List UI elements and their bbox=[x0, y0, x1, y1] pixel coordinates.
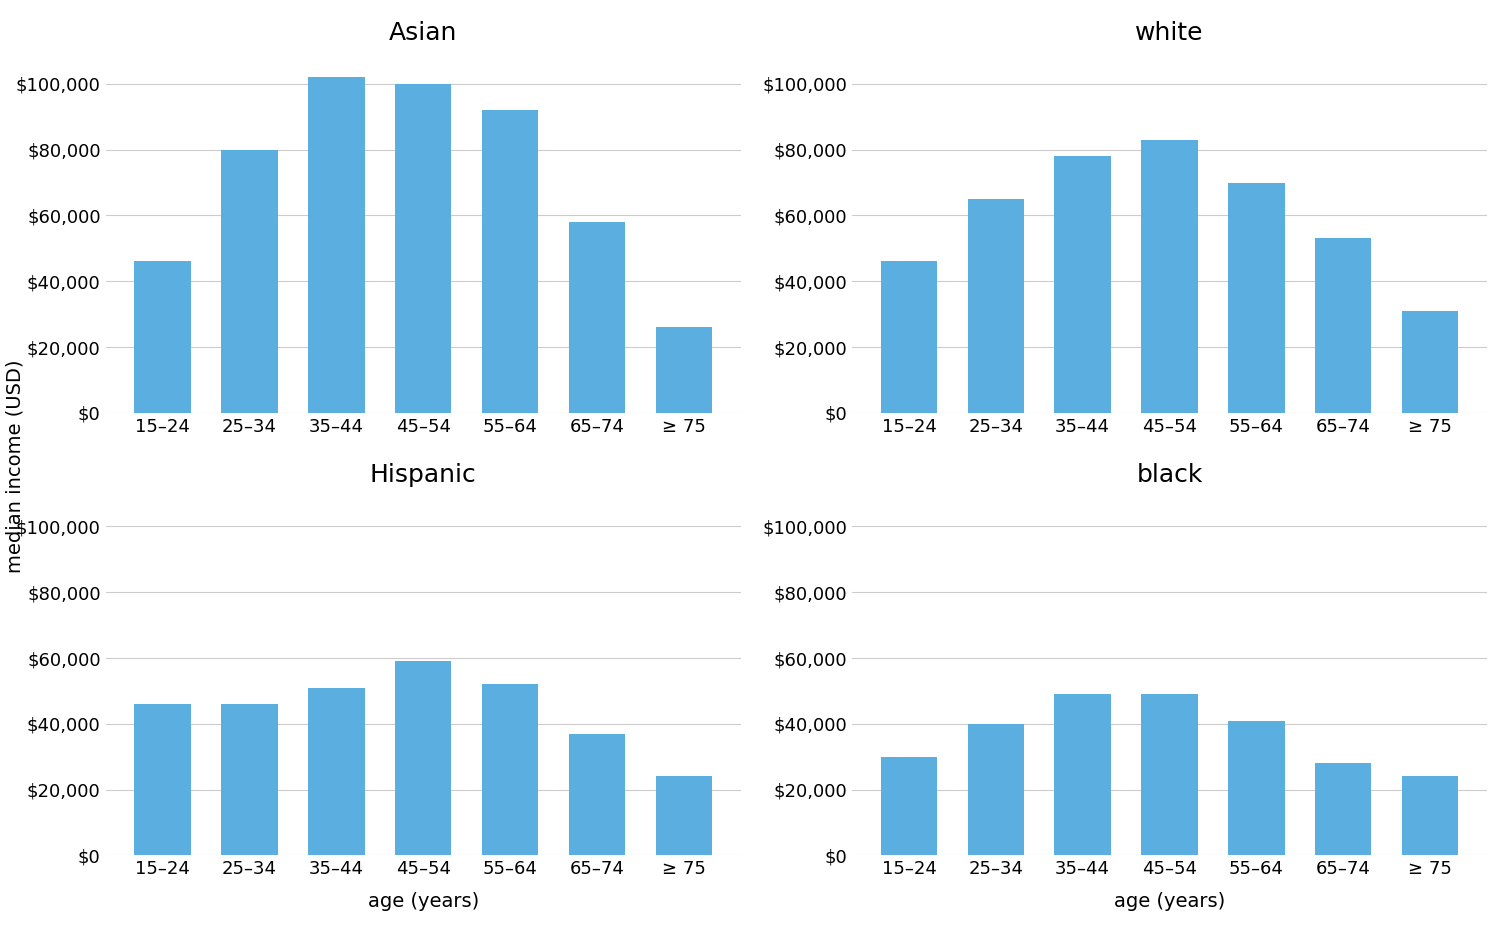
Bar bbox=[483, 684, 538, 856]
Bar bbox=[1054, 694, 1111, 856]
Text: median income (USD): median income (USD) bbox=[6, 359, 24, 573]
Bar bbox=[308, 688, 365, 856]
Bar bbox=[656, 327, 712, 413]
Bar bbox=[1142, 694, 1197, 856]
Bar bbox=[1315, 763, 1371, 856]
Bar bbox=[1315, 239, 1371, 413]
Bar bbox=[1054, 157, 1111, 413]
Bar bbox=[1402, 776, 1458, 856]
Title: black: black bbox=[1137, 463, 1203, 487]
Bar bbox=[569, 733, 626, 856]
Title: Hispanic: Hispanic bbox=[369, 463, 477, 487]
Bar bbox=[222, 704, 277, 856]
Bar bbox=[1228, 183, 1285, 413]
Bar bbox=[881, 262, 936, 413]
X-axis label: age (years): age (years) bbox=[368, 892, 480, 911]
Bar bbox=[881, 757, 936, 856]
X-axis label: age (years): age (years) bbox=[1114, 892, 1224, 911]
Bar bbox=[308, 77, 365, 413]
Bar bbox=[1228, 720, 1285, 856]
Bar bbox=[134, 262, 192, 413]
Bar bbox=[968, 724, 1024, 856]
Bar bbox=[134, 704, 192, 856]
Title: white: white bbox=[1136, 21, 1203, 45]
Bar bbox=[1142, 140, 1197, 413]
Bar bbox=[968, 199, 1024, 413]
Bar bbox=[1402, 311, 1458, 413]
Bar bbox=[395, 662, 451, 856]
Bar bbox=[483, 110, 538, 413]
Bar bbox=[222, 150, 277, 413]
Bar bbox=[656, 776, 712, 856]
Bar bbox=[569, 222, 626, 413]
Title: Asian: Asian bbox=[389, 21, 457, 45]
Bar bbox=[395, 84, 451, 413]
